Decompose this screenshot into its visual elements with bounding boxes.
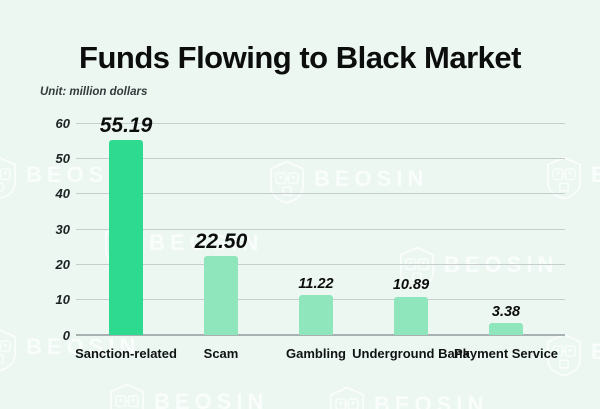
bar-value-label-scam: 22.50 <box>194 229 248 253</box>
category-label-gambling: Gambling <box>286 346 346 361</box>
gridline-y0 <box>76 334 565 336</box>
bar-underground-bank <box>394 296 428 335</box>
y-tick-label-20: 20 <box>55 256 70 272</box>
y-tick-label-10: 10 <box>55 292 70 308</box>
y-tick-label-30: 30 <box>55 221 70 237</box>
category-label-sanction-related: Sanction-related <box>75 346 177 361</box>
gridline-y50 <box>76 157 565 159</box>
y-tick-label-40: 40 <box>55 186 70 202</box>
bar-sanction-related <box>109 139 143 335</box>
bar-value-label-underground-bank: 10.89 <box>392 277 430 294</box>
category-label-underground-bank: Underground Bank <box>352 346 470 361</box>
unit-label: Unit: million dollars <box>40 86 148 98</box>
y-tick-label-60: 60 <box>55 115 70 131</box>
gridline-y40 <box>76 193 565 195</box>
gridline-y20 <box>76 263 565 265</box>
chart-title: Funds Flowing to Black Market <box>79 40 521 75</box>
bar-value-label-gambling: 11.22 <box>298 275 334 292</box>
bar-value-label-payment-service: 3.38 <box>491 303 521 320</box>
category-label-payment-service: Payment Service <box>453 346 559 361</box>
y-tick-label-0: 0 <box>62 327 70 343</box>
bar-payment-service <box>489 323 523 335</box>
bar-scam <box>204 255 238 335</box>
gridline-y30 <box>76 228 565 230</box>
bar-value-label-sanction-related: 55.19 <box>99 113 153 137</box>
bar-gambling <box>299 295 333 335</box>
gridline-y60 <box>76 122 565 124</box>
y-tick-label-50: 50 <box>55 150 70 166</box>
category-label-scam: Scam <box>203 346 239 361</box>
